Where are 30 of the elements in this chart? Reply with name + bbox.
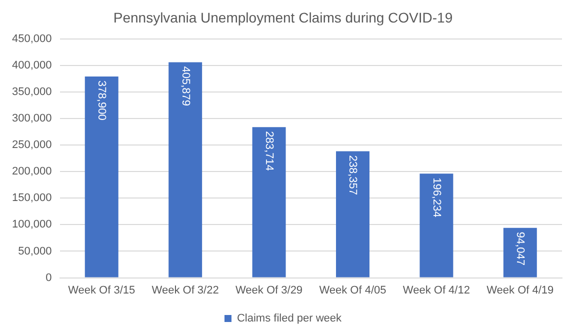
y-tick-label: 250,000 <box>12 139 52 152</box>
bar <box>168 62 202 278</box>
y-tick-label: 0 <box>46 272 52 284</box>
x-tick-label: Week Of 4/12 <box>402 284 470 296</box>
data-label: 283,714 <box>262 131 275 171</box>
bar <box>503 228 537 278</box>
y-tick-label: 300,000 <box>12 112 52 124</box>
y-tick-label: 350,000 <box>12 86 52 98</box>
bar <box>252 127 286 278</box>
y-tick-label: 150,000 <box>12 192 52 204</box>
y-tick-label: 450,000 <box>12 32 52 45</box>
y-tick-label: 400,000 <box>12 59 52 72</box>
data-label: 378,900 <box>96 80 108 120</box>
y-tick-label: 200,000 <box>12 166 52 178</box>
bar <box>336 151 370 278</box>
bar <box>84 76 118 278</box>
chart-title: Pennsylvania Unemployment Claims during COVID-19 <box>113 9 453 26</box>
x-tick-label: Week Of 4/05 <box>319 284 386 296</box>
data-label: 196,234 <box>430 178 442 218</box>
y-tick-label: 50,000 <box>18 245 52 258</box>
x-tick-label: Week Of 4/19 <box>486 284 554 296</box>
x-tick-label: Week Of 3/29 <box>235 284 303 296</box>
x-tick-label: Week Of 3/15 <box>68 284 136 296</box>
x-tick-label: Week Of 3/22 <box>152 284 219 296</box>
data-label: 94,047 <box>514 232 526 266</box>
data-label: 238,357 <box>346 155 359 195</box>
y-tick-label: 100,000 <box>12 218 52 231</box>
bar <box>420 174 454 278</box>
data-label: 405,879 <box>179 66 192 106</box>
legend-label: Claims filed per week <box>236 312 342 325</box>
